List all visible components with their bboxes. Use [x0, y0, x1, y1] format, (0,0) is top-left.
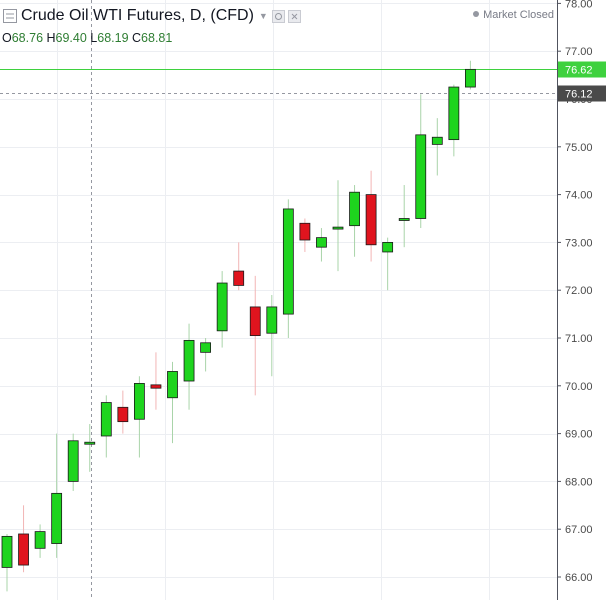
market-status-text: Market Closed — [483, 9, 554, 21]
legend-title-row: Crude Oil WTI Futures, D, (CFD) ▼ — [0, 6, 304, 26]
candle-body — [183, 339, 195, 382]
candle-body — [233, 270, 245, 286]
candle-body — [266, 306, 278, 334]
candle-body — [51, 492, 63, 544]
crosshair-price-label-box — [558, 85, 606, 102]
market-status: Market Closed — [473, 9, 554, 21]
ohlc-close-label: C — [132, 31, 142, 45]
price-tick-label: 69.00 — [565, 429, 593, 441]
price-tick-label: 78.00 — [565, 0, 593, 10]
candle-body — [200, 342, 212, 353]
candle-body — [431, 136, 443, 145]
candle-body — [150, 384, 162, 389]
price-tick-label: 68.00 — [565, 476, 593, 488]
settings-icon[interactable] — [271, 9, 285, 23]
candle-body — [349, 191, 360, 227]
ohlc-low-label: L — [90, 31, 98, 45]
candle-body — [415, 134, 427, 219]
candle-body — [316, 237, 327, 248]
candle-body — [249, 306, 261, 337]
candle-body — [365, 194, 377, 246]
candle-body — [299, 222, 311, 241]
price-tick-label: 77.00 — [565, 46, 593, 58]
candle-body — [398, 218, 410, 221]
candle-body — [100, 402, 112, 437]
ohlc-open-label: O — [2, 31, 12, 45]
price-tick-label: 73.00 — [565, 237, 593, 249]
price-tick-label: 72.00 — [565, 285, 593, 297]
candle-body — [18, 533, 29, 566]
chevron-down-icon[interactable]: ▼ — [258, 11, 268, 21]
candle-body — [382, 241, 394, 253]
candle-body — [34, 531, 46, 549]
candle-body — [1, 535, 13, 568]
price-tick-label: 75.00 — [565, 142, 593, 154]
ohlc-high-value: 69.40 — [55, 31, 87, 45]
ohlc-close-value: 68.81 — [141, 31, 173, 45]
candle-body — [448, 86, 460, 141]
ohlc-values: O68.76 H69.40 L68.19 C68.81 — [2, 31, 304, 45]
chart-legend: Crude Oil WTI Futures, D, (CFD) ▼ O68.76… — [0, 6, 304, 45]
candle-body — [117, 406, 129, 423]
candle-body — [464, 68, 476, 88]
price-tick-label: 66.00 — [565, 572, 593, 584]
candle-body — [133, 383, 145, 420]
price-tick-label: 71.00 — [565, 333, 593, 345]
candle-body — [332, 226, 344, 230]
ohlc-low-value: 68.19 — [97, 31, 129, 45]
last-price-label: 76.62 — [565, 65, 593, 77]
close-icon[interactable] — [287, 9, 301, 23]
candle-body — [167, 371, 178, 399]
price-tick-label: 74.00 — [565, 190, 593, 202]
candle-body — [84, 441, 96, 445]
ohlc-open-value: 68.76 — [11, 31, 44, 45]
hamburger-icon[interactable] — [3, 9, 17, 23]
crosshair-price-label: 76.12 — [565, 89, 593, 101]
status-dot-icon — [473, 11, 480, 17]
price-tick-label: 67.00 — [565, 524, 593, 536]
price-tick-label: 70.00 — [565, 381, 593, 393]
candle-body — [67, 440, 79, 482]
candle-body — [216, 282, 228, 332]
symbol-title[interactable]: Crude Oil WTI Futures, D, (CFD) — [21, 7, 254, 24]
ohlc-high-label: H — [46, 31, 56, 45]
candle-body — [282, 208, 294, 315]
last-price-label-box — [558, 61, 606, 78]
